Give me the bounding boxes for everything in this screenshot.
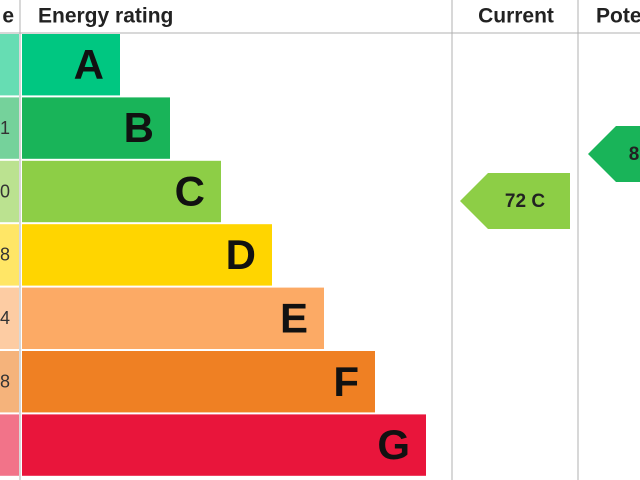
score-cell <box>0 97 19 159</box>
score-range: 8 <box>0 245 10 265</box>
band-letter: D <box>226 231 256 278</box>
score-cell <box>0 287 19 349</box>
band-letter: E <box>280 294 308 341</box>
band-bar <box>22 160 221 223</box>
band-letter: C <box>175 168 205 215</box>
score-range: 1 <box>0 118 10 138</box>
band-bar <box>22 351 375 413</box>
band-letter: B <box>124 104 154 151</box>
band-bar <box>22 414 426 476</box>
band-letter: A <box>74 41 104 88</box>
score-cell <box>0 160 19 223</box>
band-bar <box>22 34 120 96</box>
score-range: 0 <box>0 181 10 201</box>
band-bar <box>22 97 170 159</box>
bands: A 1 B 0 C 8 D 4 E 8 FG <box>0 34 426 476</box>
score-cell <box>0 34 19 96</box>
potential-header: Pote <box>596 5 640 28</box>
current-label: 72 C <box>505 191 545 212</box>
current-arrow <box>460 173 570 229</box>
potential-label: 8 <box>629 144 640 165</box>
score-range: 8 <box>0 371 10 391</box>
score-cell <box>0 414 19 476</box>
header-row <box>0 0 640 33</box>
potential-arrow <box>588 126 640 182</box>
band-bar <box>22 287 324 349</box>
score-cell <box>0 351 19 413</box>
current-header: Current <box>478 5 554 28</box>
rating-header: Energy rating <box>38 5 173 28</box>
band-bar <box>22 224 272 286</box>
band-letter: G <box>377 421 410 468</box>
score-range: 4 <box>0 308 10 328</box>
score-cell <box>0 224 19 286</box>
band-letter: F <box>333 358 359 405</box>
score-header: e <box>2 5 14 28</box>
